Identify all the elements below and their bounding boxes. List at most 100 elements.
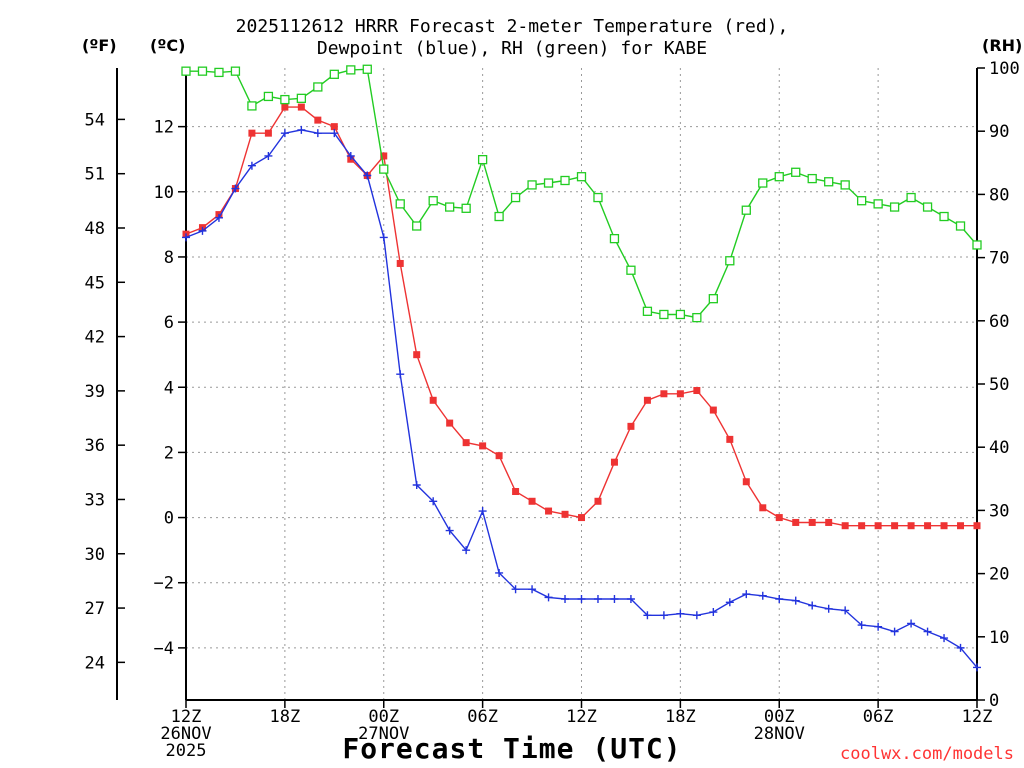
rh-point	[362, 64, 372, 74]
dewpoint-point	[742, 590, 751, 599]
fahrenheit-tick-label: 48	[85, 219, 105, 239]
rh-point	[922, 202, 933, 212]
credit-link[interactable]: coolwx.com/models	[840, 744, 1014, 764]
dewpoint-point	[692, 611, 701, 620]
dewpoint-point	[264, 151, 273, 160]
fahrenheit-tick-label: 30	[85, 545, 105, 565]
rh-point	[412, 221, 422, 231]
dewpoint-point	[577, 595, 586, 604]
rh-point	[510, 192, 521, 203]
temperature-point	[957, 522, 965, 530]
temperature-point	[907, 522, 915, 530]
x-tick-label: 12Z	[171, 707, 202, 727]
rh-point	[939, 211, 949, 222]
dewpoint-point	[330, 129, 339, 138]
rh-tick-label: 70	[989, 249, 1009, 269]
dewpoint-point	[280, 129, 289, 138]
dewpoint-point	[725, 598, 734, 607]
dewpoint-point	[973, 663, 981, 672]
dewpoint-point	[313, 129, 322, 138]
dewpoint-point	[626, 595, 635, 604]
rh-point	[263, 91, 274, 102]
celsius-tick-label: −2	[154, 574, 174, 594]
x-tick-label: 06Z	[467, 707, 498, 727]
rh-tick-label: 100	[989, 59, 1020, 79]
temperature-point	[742, 478, 750, 486]
rh-point	[280, 94, 290, 105]
fahrenheit-tick-label: 45	[85, 273, 105, 293]
rh-point	[576, 172, 587, 182]
rh-point	[395, 199, 405, 209]
dewpoint-point	[808, 601, 817, 610]
rh-point	[708, 294, 718, 304]
dewpoint-point	[890, 627, 899, 636]
x-axis-label: Forecast Time (UTC)	[342, 732, 682, 765]
temperature-point	[528, 497, 536, 505]
dewpoint-point	[445, 526, 454, 535]
dewpoint-point	[874, 622, 883, 631]
dewpoint-point	[791, 596, 800, 605]
fahrenheit-tick-label: 54	[85, 110, 105, 130]
rh-point	[346, 65, 356, 75]
celsius-tick-label: −4	[154, 639, 174, 659]
rh-point	[692, 312, 702, 323]
temperature-point	[446, 419, 454, 427]
rh-point	[477, 154, 488, 165]
temperature-point	[479, 442, 487, 450]
temperature-point	[660, 390, 668, 398]
dewpoint-point	[610, 595, 619, 604]
dewpoint-point	[643, 611, 652, 620]
rh-tick-label: 50	[989, 375, 1009, 395]
rh-point	[807, 173, 817, 184]
x-tick-label: 18Z	[665, 707, 696, 727]
dewpoint-point	[857, 621, 866, 630]
temperature-point	[891, 522, 899, 530]
rh-point	[659, 309, 669, 320]
x-tick-label: 28NOV	[754, 724, 805, 744]
temperature-point	[561, 510, 569, 518]
dewpoint-point	[593, 595, 602, 604]
dewpoint-point	[758, 591, 767, 600]
dewpoint-point	[544, 593, 553, 602]
fahrenheit-tick-label: 33	[85, 490, 105, 510]
temperature-point	[643, 396, 651, 404]
dewpoint-point	[528, 585, 537, 594]
dewpoint-point	[379, 233, 388, 242]
temperature-point	[594, 497, 602, 505]
temperature-point	[610, 458, 618, 466]
rh-point	[840, 180, 850, 190]
dewpoint-point	[907, 619, 916, 628]
rh-point	[543, 178, 554, 188]
dewpoint-point	[659, 611, 668, 620]
rh-tick-label: 90	[989, 122, 1009, 142]
chart-title-line-2: Dewpoint (blue), RH (green) for KABE	[316, 38, 708, 59]
x-tick-label: 12Z	[566, 707, 597, 727]
dewpoint-point	[956, 643, 965, 652]
temperature-point	[281, 103, 289, 111]
temperature-point	[676, 390, 684, 398]
temperature-point	[759, 504, 767, 512]
temperature-point	[380, 152, 388, 160]
rh-point	[428, 196, 438, 206]
temperature-point	[314, 116, 322, 124]
rh-tick-label: 60	[989, 312, 1009, 332]
celsius-tick-label: 12	[154, 118, 174, 138]
rh-point	[725, 256, 735, 266]
rh-point	[972, 240, 982, 250]
rh-point	[791, 167, 801, 177]
rh-tick-label: 80	[989, 185, 1009, 205]
rh-point	[247, 101, 257, 111]
rh-point	[873, 199, 883, 209]
temperature-point	[396, 259, 404, 267]
dewpoint-point	[841, 606, 850, 615]
dewpoint-point	[412, 480, 421, 489]
rh-point	[230, 66, 241, 76]
rh-axis-unit: (RH)	[982, 36, 1023, 55]
temperature-point	[495, 452, 503, 460]
rh-tick-label: 10	[989, 628, 1009, 648]
rh-point	[593, 192, 603, 203]
dewpoint-point	[363, 171, 372, 180]
celsius-tick-label: 4	[164, 378, 174, 398]
rh-point	[445, 202, 455, 212]
